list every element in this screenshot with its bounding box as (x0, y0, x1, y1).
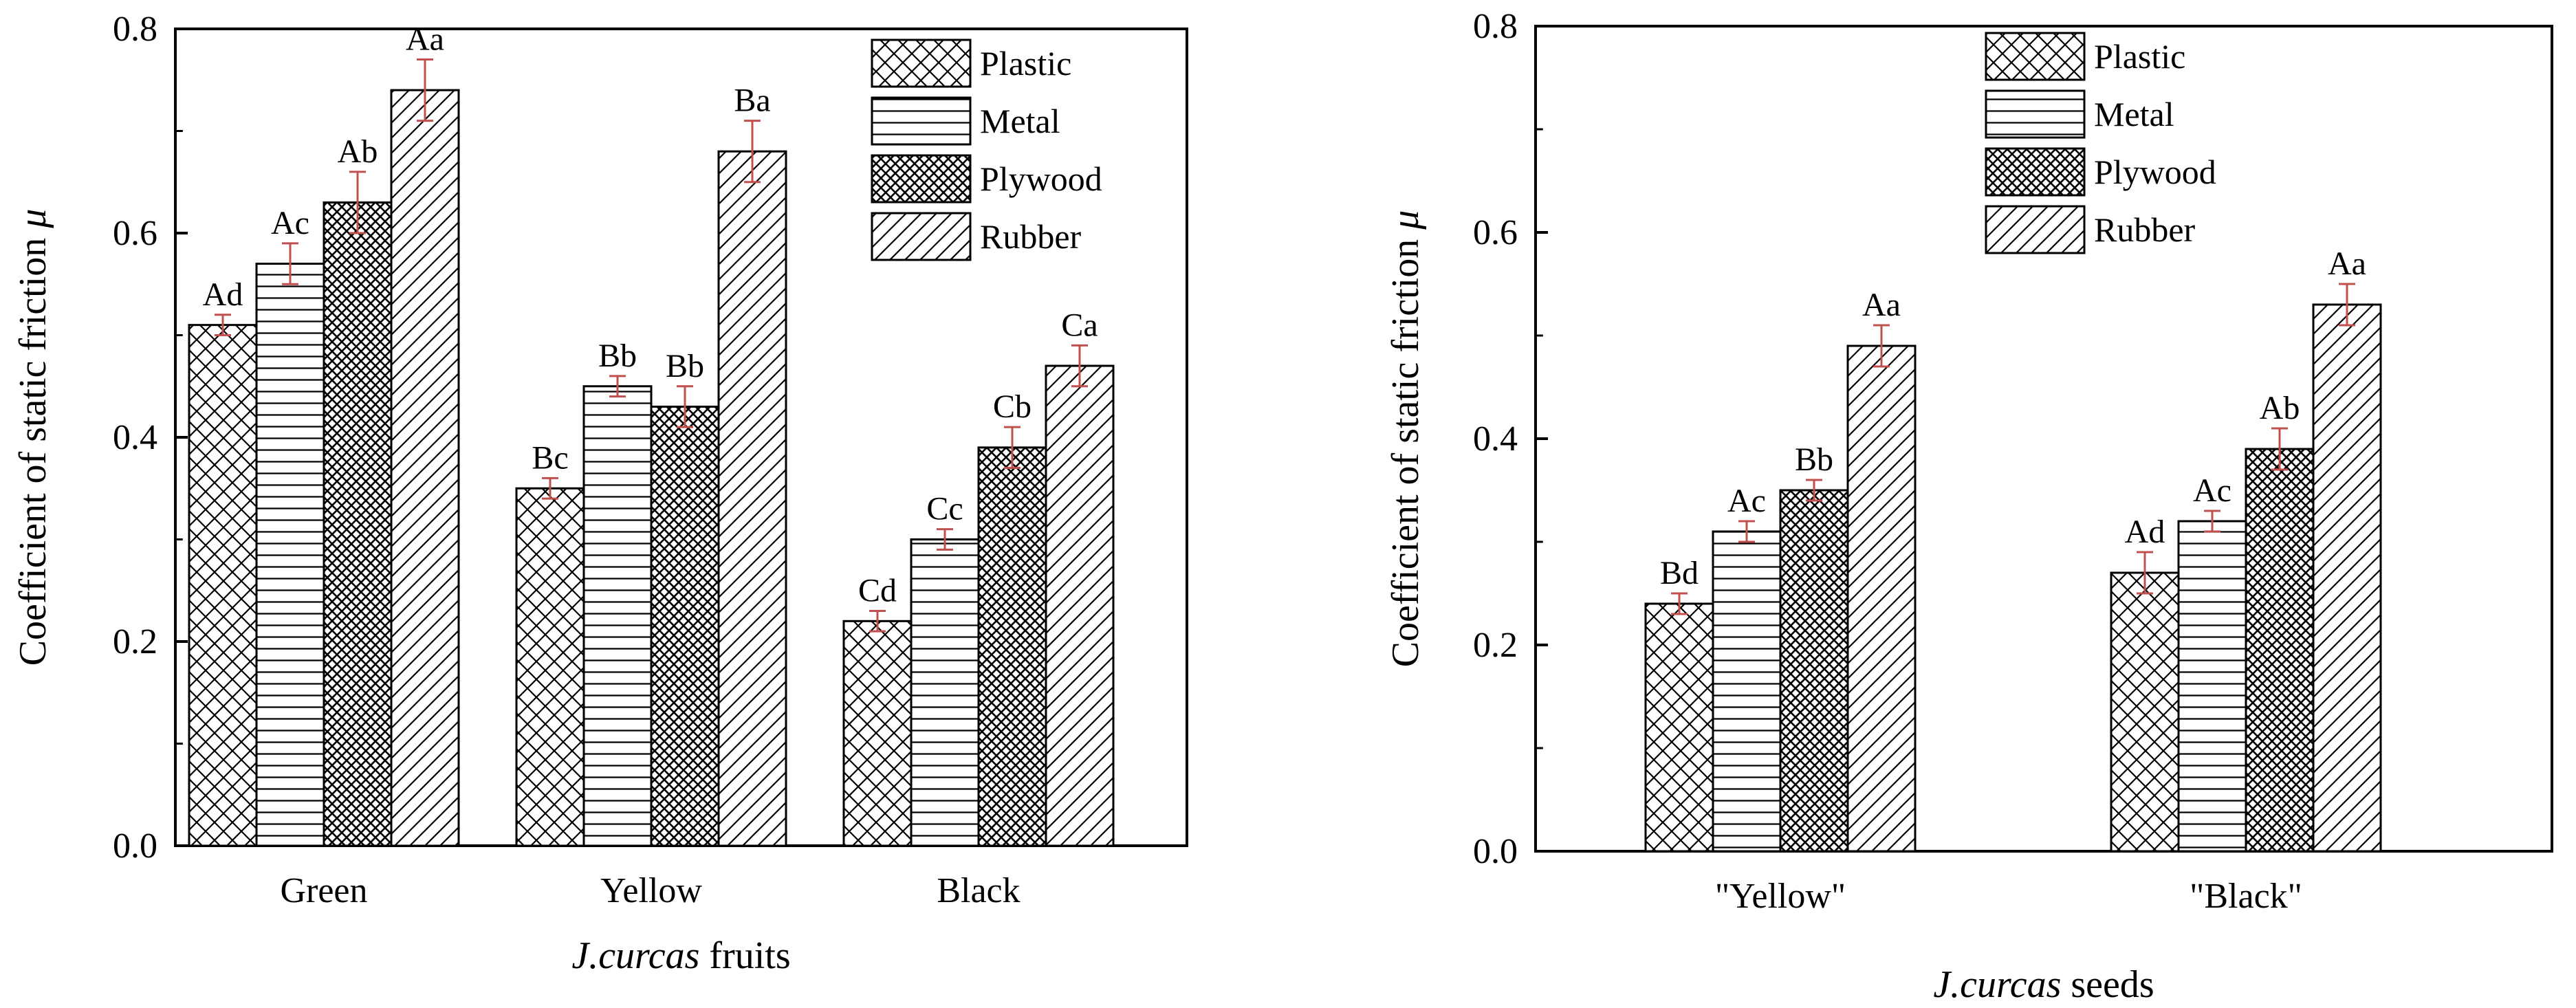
significance-label: Aa (1862, 287, 1901, 323)
y-tick-label: 0.6 (113, 214, 157, 253)
significance-label: Cc (926, 491, 963, 527)
significance-label: Ac (271, 205, 309, 241)
significance-label: Ad (203, 276, 243, 313)
bar-metal-green (255, 263, 325, 847)
bar-metal-black (910, 538, 980, 847)
legend-label-metal: Metal (2094, 95, 2174, 133)
y-tick-label: 0.4 (1473, 419, 1518, 459)
legend-swatch-plywood (1985, 147, 2086, 197)
y-tick-label: 0.2 (1473, 626, 1518, 665)
significance-label: Ba (734, 83, 770, 119)
x-axis-title: J.curcas seeds (1933, 963, 2154, 1006)
bar-plywood-black (2245, 448, 2315, 853)
legend-swatch-metal (1985, 89, 2086, 139)
significance-label: Bb (1795, 441, 1833, 478)
significance-label: Bc (532, 439, 568, 476)
bar-metal-yellow (1712, 530, 1782, 853)
y-tick-label: 0.6 (1473, 213, 1518, 252)
significance-label: Ac (2193, 472, 2231, 509)
legend-swatch-plastic (871, 39, 972, 88)
significance-label: Ca (1061, 307, 1098, 343)
y-tick-label: 0.8 (113, 10, 157, 49)
legend-label-metal: Metal (980, 102, 1060, 140)
y-tick-label: 0.2 (113, 622, 157, 661)
significance-label: Cd (858, 572, 897, 609)
bar-plastic-black (842, 620, 913, 847)
significance-label: Bd (1660, 555, 1699, 591)
bar-plywood-black (977, 446, 1047, 847)
legend-label-rubber: Rubber (980, 217, 1082, 256)
y-tick-label: 0.0 (113, 826, 157, 866)
x-tick-label-yellow: Yellow (600, 871, 702, 910)
x-tick-label-black: "Black" (2190, 877, 2302, 916)
significance-label: Bb (598, 338, 637, 374)
seeds-chart: 0.0 0.2 0.4 0.6 0.8 Coefficient of static fri… (1384, 7, 2553, 1006)
bar-plastic-yellow (515, 487, 585, 847)
significance-label: Aa (406, 21, 444, 58)
bar-metal-black (2177, 520, 2247, 853)
significance-label: Ad (2125, 514, 2165, 550)
bar-plastic-green (188, 324, 258, 847)
significance-label: Cb (993, 388, 1032, 425)
significance-label: Bb (666, 348, 704, 384)
legend-label-plywood: Plywood (980, 160, 1102, 198)
y-axis-title: Coefficient of static friction μ (12, 209, 54, 666)
bar-plastic-yellow (1644, 602, 1714, 853)
bar-plastic-black (2110, 571, 2180, 853)
significance-label: Aa (2328, 245, 2366, 282)
y-tick-label: 0.4 (113, 418, 157, 457)
y-tick-label: 0.0 (1473, 832, 1518, 871)
significance-label: Ab (2260, 390, 2300, 426)
y-tick-label: 0.8 (1473, 7, 1518, 46)
y-axis-title: Coefficient of static friction μ (1384, 210, 1427, 668)
bar-rubber-yellow (717, 150, 787, 847)
bar-plywood-yellow (650, 405, 720, 847)
bar-plywood-green (323, 201, 393, 847)
bar-rubber-green (390, 89, 460, 847)
bar-plywood-yellow (1779, 489, 1849, 853)
bar-rubber-black (1045, 364, 1115, 847)
legend-swatch-metal (871, 96, 972, 146)
x-axis-title: J.curcas fruits (571, 934, 790, 977)
significance-label: Ab (338, 133, 378, 170)
legend-swatch-rubber (1985, 205, 2086, 254)
legend-label-plywood: Plywood (2094, 153, 2216, 191)
fruits-chart: 0.0 0.2 0.4 0.6 0.8 Coefficient of static fri… (12, 10, 1188, 977)
legend-swatch-plastic (1985, 32, 2086, 81)
significance-label: Ac (1727, 483, 1766, 519)
legend-swatch-rubber (871, 212, 972, 261)
x-tick-label-yellow: "Yellow" (1715, 877, 1846, 916)
legend-swatch-plywood (871, 154, 972, 204)
legend-label-plastic: Plastic (980, 44, 1071, 83)
x-tick-label-green: Green (280, 871, 367, 910)
bar-metal-yellow (582, 385, 653, 847)
legend-label-rubber: Rubber (2094, 210, 2196, 249)
legend-label-plastic: Plastic (2094, 37, 2185, 76)
x-tick-label-black: Black (937, 871, 1020, 910)
bar-rubber-yellow (1846, 344, 1917, 853)
bar-rubber-black (2312, 303, 2382, 853)
